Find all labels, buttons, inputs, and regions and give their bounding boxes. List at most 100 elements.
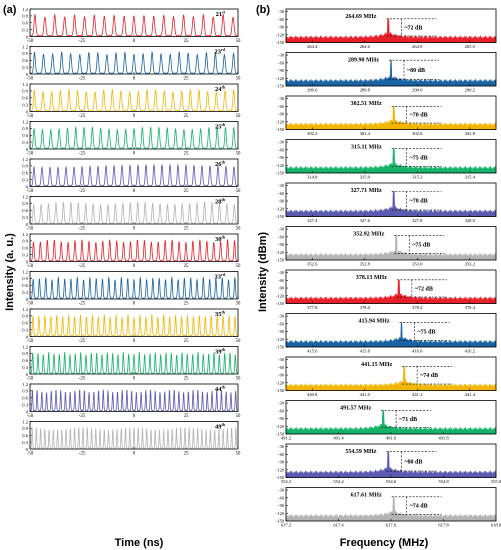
x-tick-label: 25 [184, 414, 189, 419]
x-tick-label: -25 [79, 114, 86, 119]
rf-spectrum-fill [285, 148, 497, 174]
rf-spectrum-fill [285, 496, 497, 522]
rf-axes-frame [285, 95, 497, 130]
y-tick-label: -90 [278, 460, 285, 465]
x-tick-label: 50 [236, 227, 241, 232]
x-tick-label: 0 [133, 152, 136, 157]
y-tick-label: 1.2 [22, 119, 28, 124]
y-tick-label: -90 [278, 112, 285, 117]
y-tick-label: -30 [278, 401, 285, 406]
y-tick-label: 0.3 [22, 65, 28, 70]
repetition-rate-label: 491.57 MHz [340, 406, 371, 412]
y-tick-label: -90 [278, 155, 285, 160]
x-tick-label: 0 [133, 77, 136, 82]
x-tick-label: 264.8 [412, 44, 423, 49]
x-tick-label: 328.0 [465, 218, 476, 223]
x-tick-label: 353.0 [412, 262, 423, 267]
repetition-rate-label: 315.11 MHz [351, 145, 382, 151]
y-tick-label: 0.9 [22, 164, 28, 169]
rf-axes-frame [285, 356, 497, 391]
y-tick-label: 0.6 [22, 96, 28, 101]
pulse-trace-35: 0 0.30.6 0.9 1.2 -50 -25 0 25 50 35th [22, 307, 241, 344]
y-tick-label: -150 [276, 432, 285, 437]
y-tick-label: 0.9 [22, 51, 28, 56]
y-tick-label: 0.3 [22, 215, 28, 220]
x-tick-label: 441.0 [360, 392, 371, 397]
y-tick-label: -90 [278, 199, 285, 204]
x-tick-label: 327.4 [307, 218, 318, 223]
x-tick-label: 617.8 [438, 523, 449, 528]
x-tick-label: -25 [79, 77, 86, 82]
x-tick-label: -50 [27, 264, 34, 269]
pulse-trace-49: 0 0.3 0.6 0.9 1.2 -50 -25 0 25 50 49th [22, 419, 241, 456]
x-tick-label: 0 [133, 339, 136, 344]
x-tick-label: 25 [184, 377, 189, 382]
x-tick-label: 327.8 [412, 218, 423, 223]
pulse-axes-frame [29, 346, 239, 375]
y-tick-label: -60 [278, 191, 285, 196]
pulse-train-line [30, 275, 238, 299]
y-tick-label: -60 [278, 60, 285, 65]
x-tick-label: 290.2 [465, 88, 476, 93]
x-tick-label: -50 [27, 302, 34, 307]
x-tick-label: 50 [236, 189, 241, 194]
y-tick-label: -30 [278, 53, 285, 58]
y-tick-label: -150 [276, 301, 285, 306]
y-tick-label: -120 [276, 511, 285, 516]
rf-axes-frame [285, 8, 497, 43]
x-tick-label: 441.4 [465, 392, 476, 397]
y-tick-label: 0.9 [22, 239, 28, 244]
y-tick-label: -60 [278, 408, 285, 413]
x-tick-label: 315.4 [465, 175, 476, 180]
y-tick-label: 0 [26, 34, 29, 39]
y-tick-label: 0.6 [22, 208, 28, 213]
rf-spectrum-fill [285, 191, 497, 217]
y-tick-label: -60 [278, 365, 285, 370]
pulse-axes-frame [29, 8, 239, 37]
x-tick-label: 315.0 [360, 175, 371, 180]
y-tick-label: 0.9 [22, 14, 28, 19]
x-tick-label: -25 [79, 39, 86, 44]
pulse-axes-frame [29, 121, 239, 150]
y-tick-label: 0.6 [22, 396, 28, 401]
y-tick-label: 0 [26, 184, 29, 189]
y-tick-label: 0 [26, 109, 29, 114]
x-tick-label: 555.0 [491, 479, 501, 484]
y-tick-label: -120 [276, 250, 285, 255]
y-tick-label: -150 [276, 258, 285, 263]
x-tick-label: -50 [27, 414, 34, 419]
snr-label: ~75 dB [412, 243, 430, 249]
snr-label: ~74 dB [420, 373, 438, 379]
y-tick-label: 1.2 [22, 344, 28, 349]
x-tick-label: 554.8 [438, 479, 449, 484]
y-tick-label: -120 [276, 119, 285, 124]
x-tick-label: 617.4 [333, 523, 344, 528]
x-tick-label: 0 [133, 114, 136, 119]
y-tick-label: 0.6 [22, 283, 28, 288]
x-tick-label: 554.2 [281, 479, 292, 484]
rf-axes-frame [285, 139, 497, 174]
y-tick-label: -30 [278, 140, 285, 145]
left-x-axis-label: Time (ns) [115, 537, 164, 549]
right-x-axis-label: Frequency (MHz) [340, 537, 429, 549]
y-tick-label: -150 [276, 519, 285, 524]
rf-spectrum-fill [285, 106, 497, 130]
y-tick-label: 0 [26, 222, 29, 227]
left-y-axis-label: Intensity (a. u.) [4, 233, 16, 311]
pulse-train-line [30, 201, 238, 224]
x-tick-label: 50 [236, 414, 241, 419]
x-tick-label: 378.4 [465, 305, 476, 310]
pulse-train-line [30, 389, 238, 412]
y-tick-label: 0.3 [22, 365, 28, 370]
y-tick-label: 0.6 [22, 321, 28, 326]
x-tick-label: 25 [184, 227, 189, 232]
x-tick-label: 290.0 [412, 88, 423, 93]
y-tick-label: -150 [276, 84, 285, 89]
x-tick-label: 617.6 [386, 523, 397, 528]
repetition-rate-label: 264.69 MHz [345, 14, 376, 20]
harmonic-order-label: 28th [215, 197, 226, 206]
y-tick-label: -150 [276, 475, 285, 480]
harmonic-order-label: 30th [215, 235, 226, 244]
harmonic-order-label: 35th [215, 310, 226, 319]
